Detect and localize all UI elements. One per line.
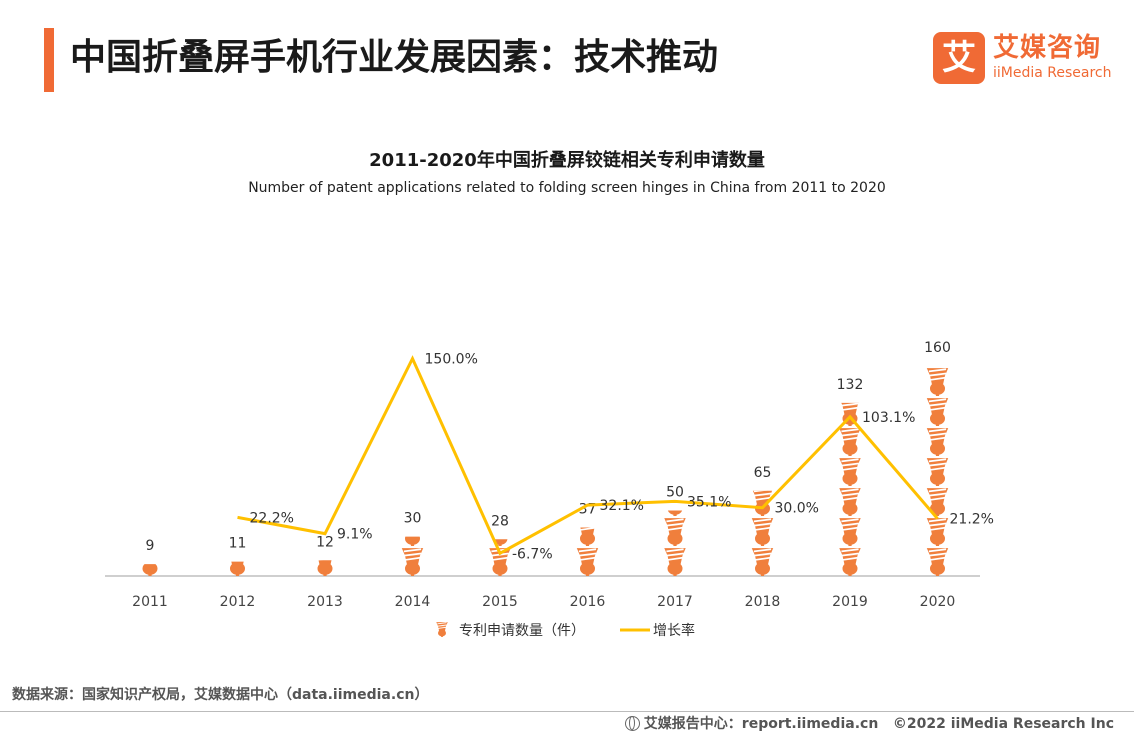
- footer-divider: [0, 711, 1134, 712]
- bar-value-label: 11: [229, 536, 247, 552]
- logo-text-en: iiMedia Research: [993, 65, 1112, 81]
- bar-value-label: 50: [666, 484, 684, 500]
- page-title: 中国折叠屏手机行业发展因素：技术推动: [70, 37, 719, 78]
- growth-rate-label: 35.1%: [687, 494, 731, 510]
- x-tick-label: 2014: [395, 594, 431, 610]
- bar-value-label: 12: [316, 534, 334, 550]
- x-tick-label: 2019: [832, 594, 868, 610]
- growth-rate-label: 21.2%: [950, 512, 994, 528]
- growth-rate-label: 150.0%: [425, 352, 478, 368]
- bar-2014: [400, 536, 425, 576]
- growth-rate-label: -6.7%: [512, 546, 553, 562]
- bar-value-label: 160: [924, 340, 951, 356]
- footer-report: 艾媒报告中心：report.iimedia.cn: [643, 716, 879, 732]
- logo-text-cn: 艾媒咨询: [993, 33, 1102, 63]
- x-tick-label: 2016: [570, 594, 606, 610]
- bar-value-label: 9: [146, 538, 155, 554]
- bar-2020: [925, 367, 950, 576]
- growth-rate-label: 9.1%: [337, 527, 373, 543]
- growth-rate-label: 30.0%: [775, 501, 819, 517]
- bar-value-label: 30: [404, 511, 422, 527]
- title-accent-bar: [44, 28, 54, 92]
- globe-icon: [624, 716, 640, 731]
- bar-2013: [313, 560, 337, 576]
- footer: 艾媒报告中心：report.iimedia.cn ©2022 iiMedia R…: [624, 713, 1114, 733]
- x-tick-label: 2020: [920, 594, 956, 610]
- patent-chart: 9201111201212201330201428201537201650201…: [105, 340, 994, 639]
- legend-bar-icon: [435, 621, 449, 637]
- bar-2016: [575, 527, 600, 576]
- x-tick-label: 2012: [220, 594, 256, 610]
- data-source: 数据来源：国家知识产权局，艾媒数据中心（data.iimedia.cn）: [12, 687, 429, 703]
- iimedia-logo: 艾 艾媒咨询 iiMedia Research: [933, 32, 1118, 87]
- x-tick-label: 2013: [307, 594, 343, 610]
- growth-rate-line: [237, 355, 939, 556]
- bar-value-label: 28: [491, 513, 509, 529]
- bar-value-label: 132: [837, 377, 864, 393]
- x-tick-label: 2011: [132, 594, 168, 610]
- growth-rate-label: 22.2%: [250, 510, 294, 526]
- bar-value-label: 65: [754, 465, 772, 481]
- legend: 专利申请数量（件） 增长率: [435, 621, 695, 639]
- x-tick-label: 2018: [745, 594, 781, 610]
- logo-mark-icon: 艾: [933, 32, 985, 84]
- legend-line-label: 增长率: [653, 622, 695, 639]
- bar-2012: [225, 561, 250, 576]
- x-tick-label: 2017: [657, 594, 693, 610]
- chart-title: 2011-2020年中国折叠屏铰链相关专利申请数量: [369, 150, 765, 171]
- x-tick-label: 2015: [482, 594, 518, 610]
- growth-rate-label: 32.1%: [600, 498, 644, 514]
- footer-copyright: ©2022 iiMedia Research Inc: [892, 716, 1114, 732]
- chart-subtitle: Number of patent applications related to…: [248, 180, 886, 196]
- legend-bar-label: 专利申请数量（件）: [459, 623, 585, 639]
- growth-rate-label: 103.1%: [862, 410, 915, 426]
